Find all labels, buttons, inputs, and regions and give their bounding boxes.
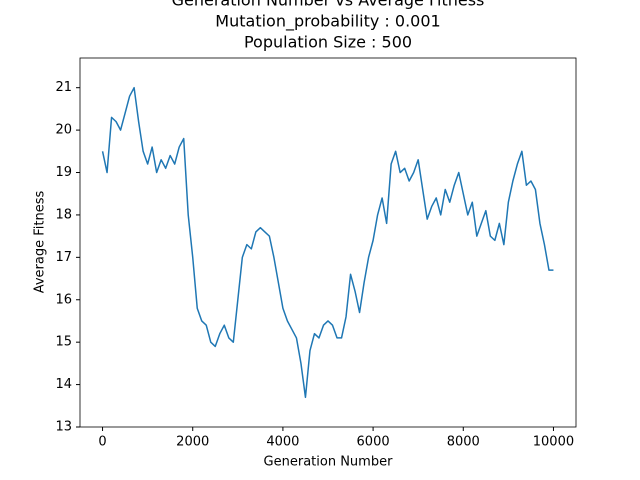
- y-tick-label: 21: [55, 80, 72, 95]
- y-axis-label: Average Fitness: [33, 191, 48, 294]
- chart-title: Generation Number vs Average Fitness: [172, 0, 485, 10]
- y-tick-label: 18: [55, 207, 72, 222]
- data-line: [101, 86, 554, 399]
- x-tick-label: 8000: [447, 435, 480, 450]
- y-tick-label: 13: [55, 420, 72, 435]
- y-tick-label: 19: [55, 165, 72, 180]
- y-tick-label: 16: [55, 292, 72, 307]
- x-tick-label: 2000: [176, 435, 209, 450]
- y-tick-label: 20: [55, 123, 72, 138]
- x-tick-label: 0: [98, 435, 106, 450]
- x-tick-label: 10000: [533, 435, 574, 450]
- plot-frame: [79, 57, 577, 428]
- chart-subtitle: Population Size : 500: [244, 33, 412, 52]
- chart-subtitle: Mutation_probability : 0.001: [215, 12, 440, 32]
- x-tick-label: 4000: [266, 435, 299, 450]
- y-tick-label: 17: [55, 250, 72, 265]
- x-axis-label: Generation Number: [264, 455, 394, 470]
- x-tick-label: 6000: [357, 435, 390, 450]
- y-tick-label: 15: [55, 335, 72, 350]
- y-tick-label: 14: [55, 377, 72, 392]
